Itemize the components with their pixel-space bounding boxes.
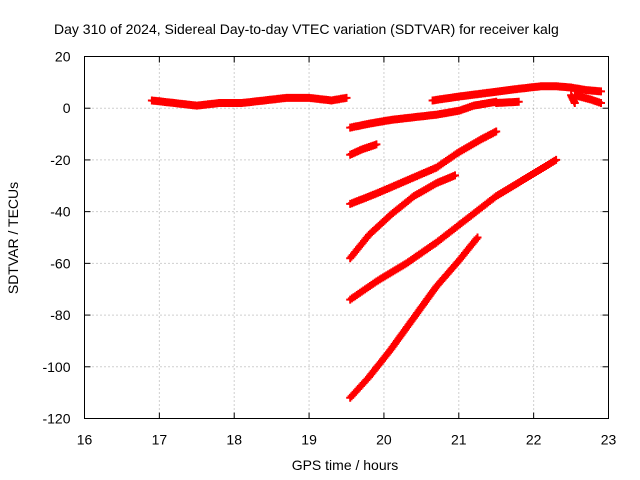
plus-markers: [346, 171, 459, 263]
plus-markers: [492, 97, 523, 107]
x-tick-label: 22: [526, 432, 542, 448]
y-tick-label: 0: [63, 100, 71, 116]
plus-markers: [570, 91, 605, 107]
plus-markers: [346, 233, 482, 402]
data-series: [346, 97, 501, 132]
x-tick-label: 20: [376, 432, 392, 448]
plus-markers: [346, 155, 561, 304]
x-tick-label: 21: [451, 432, 467, 448]
x-tick-label: 18: [226, 432, 242, 448]
data-series: [346, 127, 501, 208]
x-tick-label: 16: [77, 432, 93, 448]
tick-layer: 16 17 18 19 20 21 22 23 20 0 -20 -40 -60 -80 -100 -120: [42, 49, 616, 448]
data-series: [147, 93, 351, 110]
data-series: [346, 140, 381, 159]
plus-markers: [346, 140, 381, 159]
plus-markers: [346, 97, 501, 132]
data-series: [492, 97, 523, 107]
data-series: [346, 155, 561, 304]
x-axis-label: GPS time / hours: [292, 457, 399, 473]
y-tick-label: -40: [50, 204, 70, 220]
x-tick-label: 19: [301, 432, 317, 448]
data-series: [428, 82, 605, 105]
data-layer: [147, 82, 605, 402]
grid-layer: [84, 56, 609, 419]
data-series: [346, 171, 459, 263]
plot-frame: [84, 56, 609, 419]
y-tick-label: -100: [42, 359, 70, 375]
x-tick-label: 17: [152, 432, 168, 448]
plus-markers: [428, 82, 605, 105]
chart-title: Day 310 of 2024, Sidereal Day-to-day VTE…: [54, 21, 559, 37]
plus-markers: [147, 93, 351, 110]
x-tick-label: 23: [601, 432, 617, 448]
y-tick-label: 20: [55, 49, 71, 65]
y-tick-label: -120: [42, 411, 70, 427]
plus-markers: [346, 127, 501, 208]
y-tick-label: -80: [50, 307, 70, 323]
data-series: [346, 233, 482, 402]
y-tick-label: -60: [50, 255, 70, 271]
y-tick-label: -20: [50, 152, 70, 168]
data-series: [570, 91, 605, 107]
y-axis-label: SDTVAR / TECUs: [5, 182, 21, 294]
